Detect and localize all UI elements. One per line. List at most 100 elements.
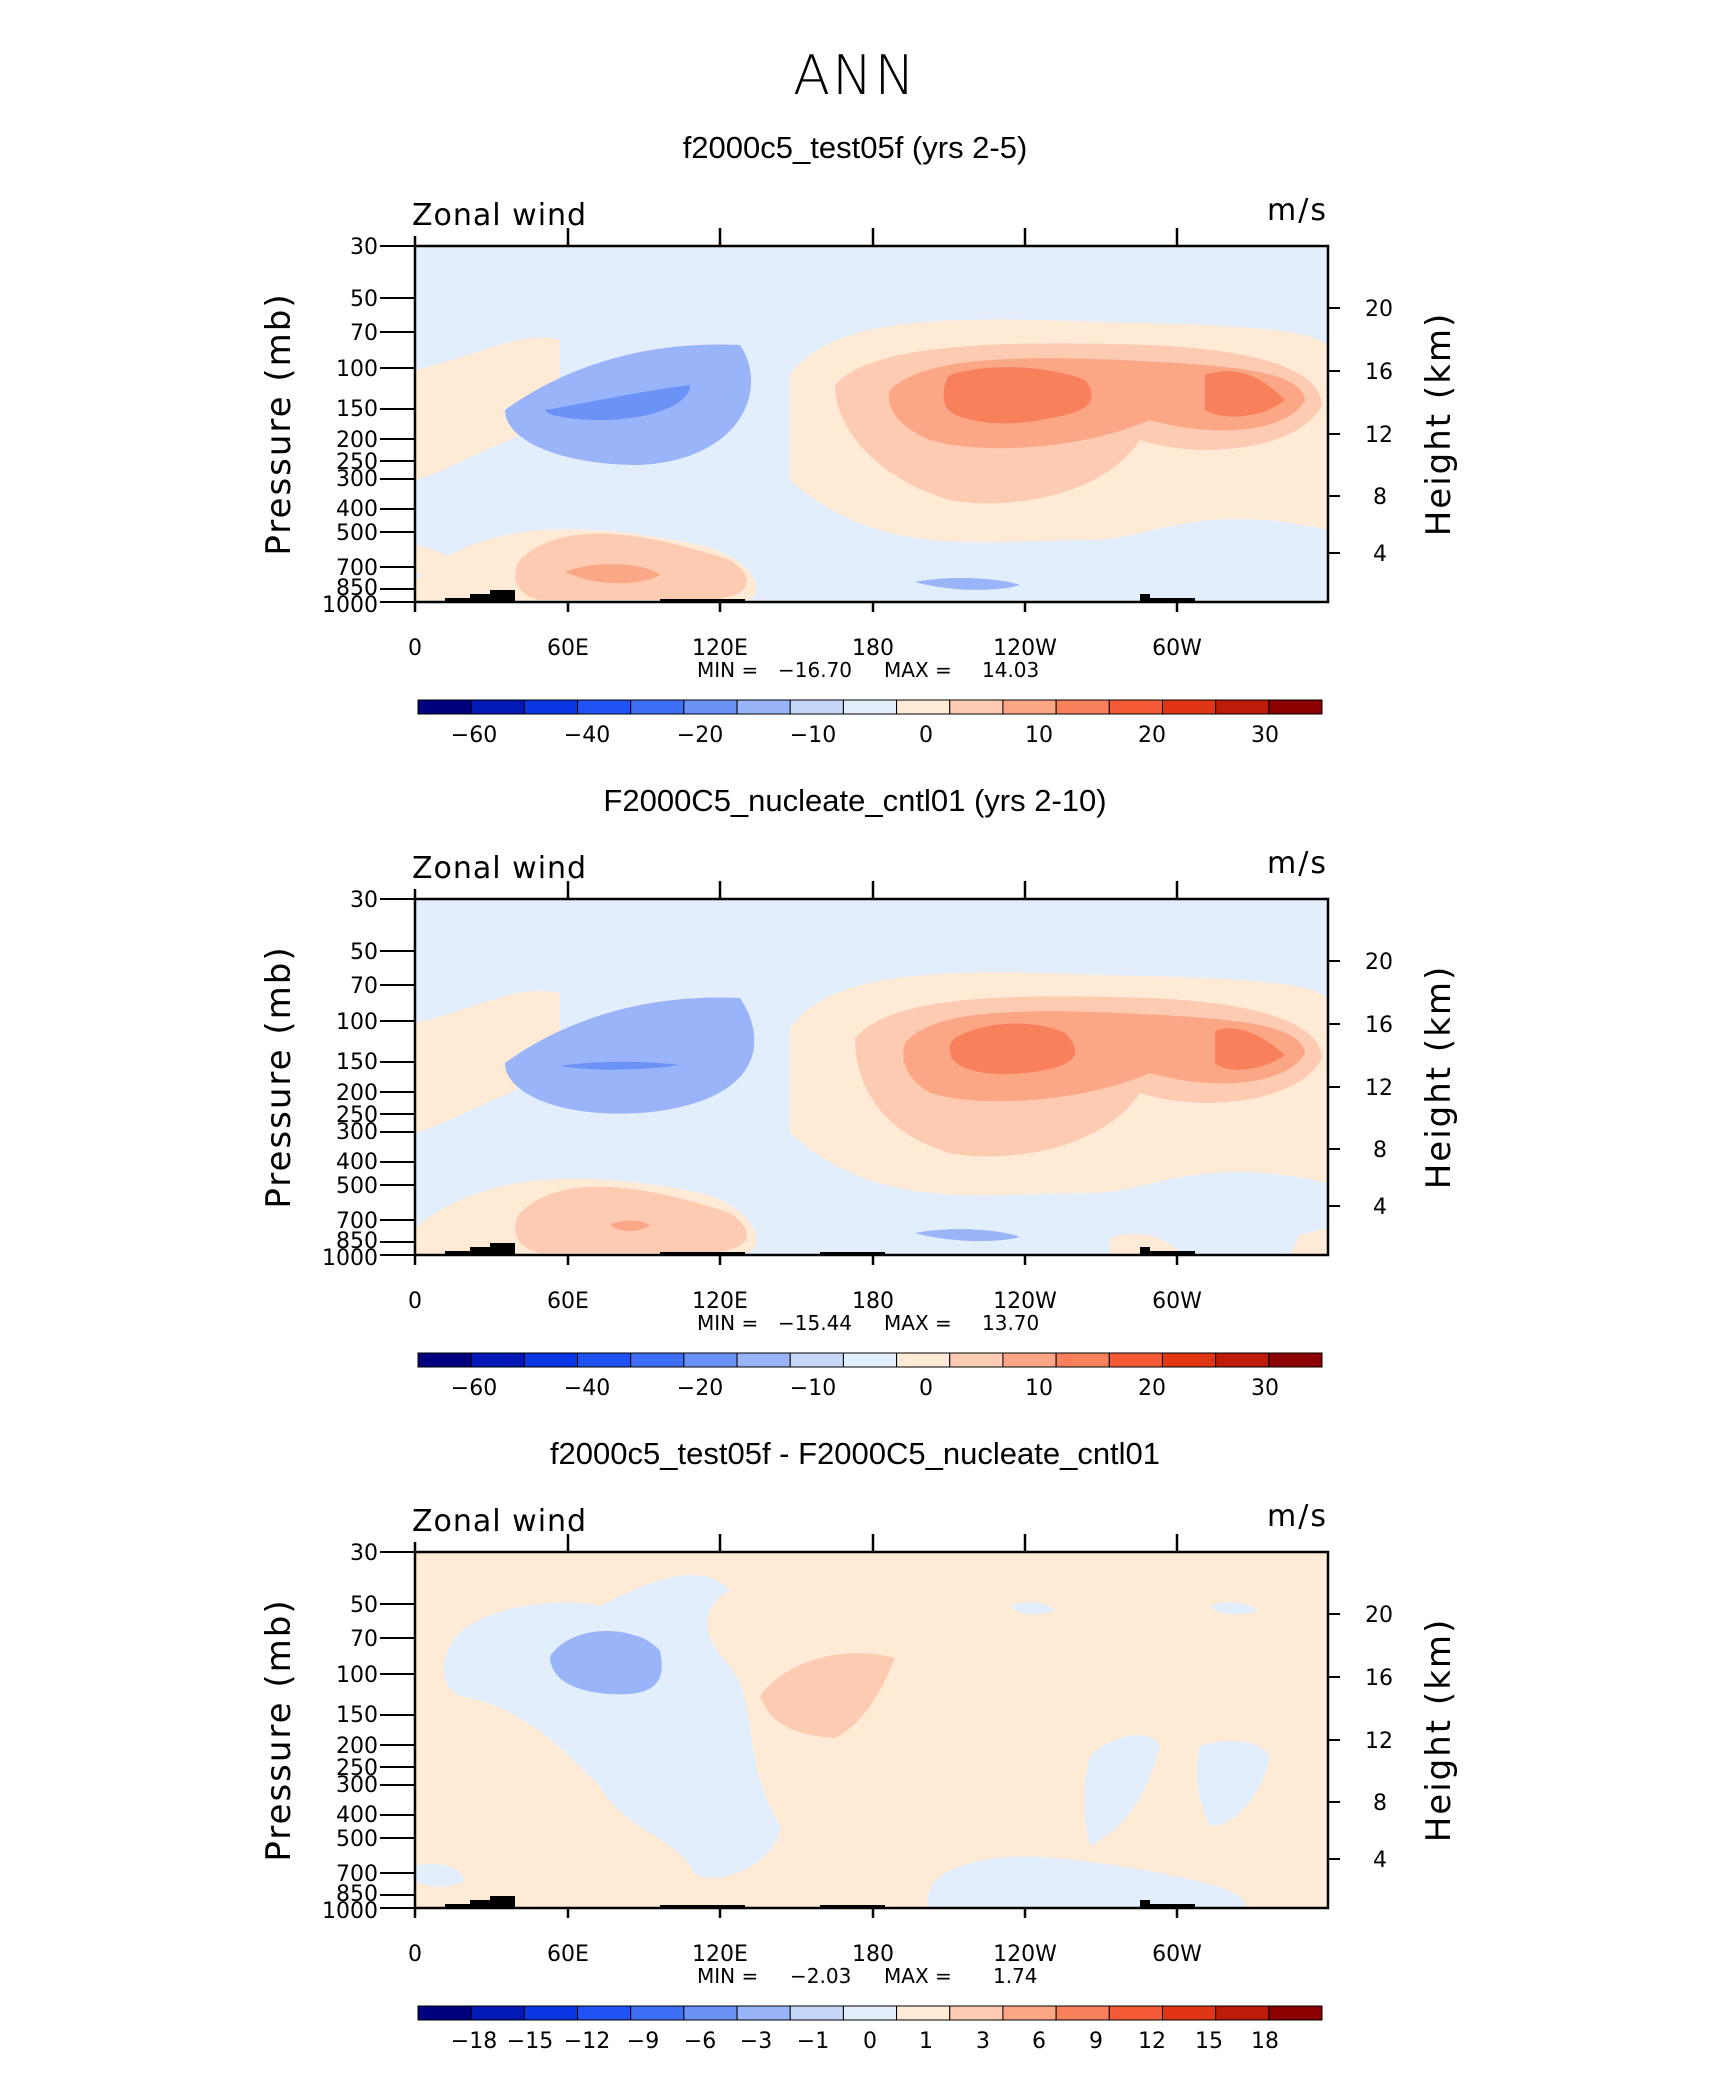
colorbar-segment <box>1108 1352 1163 1368</box>
colorbar-segment <box>470 1352 525 1368</box>
colorbar-label: 0 <box>919 723 933 748</box>
colorbar-segment <box>630 2005 685 2021</box>
colorbar-segment <box>1268 699 1323 715</box>
colorbar-segment <box>1161 1352 1217 1368</box>
colorbar-label: 3 <box>976 2029 990 2054</box>
y-tick-label: 400 <box>336 1803 378 1828</box>
y2-tick-label: 20 <box>1365 1603 1393 1628</box>
panel-title: f2000c5_test05f - F2000C5_nucleate_cntl0… <box>549 1436 1161 1471</box>
variable-label: Zonal wind <box>412 851 587 886</box>
contour-region <box>560 1061 680 1070</box>
x-tick-label: 60E <box>547 636 589 661</box>
max-label: MAX = <box>884 658 952 682</box>
contour-region <box>415 1864 465 1887</box>
contour-region <box>760 1653 895 1738</box>
colorbar-segment <box>1108 2005 1163 2021</box>
y-tick-label: 1000 <box>322 593 378 618</box>
contour-region <box>415 545 460 575</box>
colorbar-label: 10 <box>1025 723 1053 748</box>
y-tick-label: 850 <box>336 1229 378 1254</box>
y-tick-label: 150 <box>336 1050 378 1075</box>
y-tick-label: 50 <box>350 1593 378 1618</box>
y-tick-label: 30 <box>350 1541 378 1566</box>
colorbar <box>417 2005 1323 2021</box>
y-tick-label: 200 <box>336 1081 378 1106</box>
colorbar-label: −10 <box>790 1376 836 1401</box>
contour-plot <box>413 244 1330 604</box>
y-tick-label: 70 <box>350 974 378 999</box>
colorbar-segment <box>470 2005 525 2021</box>
colorbar-segment <box>683 699 738 715</box>
plot-frame <box>413 244 1330 604</box>
colorbar-label: −12 <box>564 2029 610 2054</box>
colorbar-segment <box>417 1352 472 1368</box>
colorbar-segment <box>1055 699 1110 715</box>
x-tick-label: 120W <box>993 1289 1057 1314</box>
colorbar-label: 0 <box>863 2029 877 2054</box>
x-tick-label: 0 <box>408 1289 422 1314</box>
colorbar-segment <box>789 2005 844 2021</box>
panel-1: f2000c5_test05f (yrs 2-5) Zonal wind m/s <box>0 130 1710 780</box>
y-tick-label: 250 <box>336 1756 378 1781</box>
x-tick-label: 60W <box>1152 1942 1202 1967</box>
colorbar-label: −20 <box>677 723 723 748</box>
colorbar-label: −3 <box>740 2029 772 2054</box>
colorbar-label: 10 <box>1025 1376 1053 1401</box>
colorbar-segment <box>1161 699 1217 715</box>
panel-3: f2000c5_test05f - F2000C5_nucleate_cntl0… <box>0 1436 1710 2086</box>
colorbar-label: −6 <box>684 2029 716 2054</box>
y-ticks <box>380 898 1340 1256</box>
y-tick-label: 400 <box>336 497 378 522</box>
y2-tick-label: 16 <box>1365 1013 1393 1038</box>
x-ticks <box>413 228 1179 612</box>
max-label: MAX = <box>884 1311 952 1335</box>
y-tick-label: 150 <box>336 1703 378 1728</box>
colorbar-segment <box>1268 2005 1323 2021</box>
contour-region <box>610 1220 650 1231</box>
contour-region <box>443 1574 780 1879</box>
y2-axis-label: Height (km) <box>1419 1618 1459 1843</box>
y2-tick-label: 16 <box>1365 360 1393 385</box>
x-tick-label: 0 <box>408 1942 422 1967</box>
y-tick-label: 50 <box>350 940 378 965</box>
colorbar-segment <box>949 2005 1004 2021</box>
max-value: 1.74 <box>993 1964 1038 1988</box>
colorbar-segment <box>1215 699 1270 715</box>
colorbar-segment <box>523 1352 579 1368</box>
contour-region <box>915 1229 1020 1242</box>
colorbar-label: 30 <box>1251 723 1279 748</box>
contour-region <box>565 564 660 584</box>
contour-region <box>928 1856 1246 1908</box>
units-label: m/s <box>1267 193 1328 228</box>
colorbar <box>417 699 1323 715</box>
contour-region <box>1205 371 1285 417</box>
contour-region <box>415 337 560 480</box>
y2-tick-label: 8 <box>1373 1791 1387 1816</box>
y-tick-label: 700 <box>336 1862 378 1887</box>
contour-region <box>1010 1602 1055 1615</box>
contour-region <box>515 1186 747 1253</box>
contour-region <box>949 1023 1076 1075</box>
y-tick-label: 30 <box>350 235 378 260</box>
y-axis-label: Pressure (mb) <box>259 1598 299 1861</box>
x-tick-label: 120W <box>993 636 1057 661</box>
colorbar-segment <box>683 2005 738 2021</box>
x-tick-label: 120E <box>692 1289 748 1314</box>
contour-region <box>505 997 755 1114</box>
x-tick-label: 0 <box>408 636 422 661</box>
contour-region <box>550 1631 662 1695</box>
colorbar-segment <box>1215 2005 1270 2021</box>
colorbar-label: −20 <box>677 1376 723 1401</box>
y2-tick-label: 20 <box>1365 950 1393 975</box>
max-value: 13.70 <box>982 1311 1039 1335</box>
colorbar-segment <box>949 699 1004 715</box>
y-tick-label: 70 <box>350 1627 378 1652</box>
y-tick-label: 300 <box>336 1773 378 1798</box>
colorbar-segment <box>1108 699 1163 715</box>
plot-frame <box>413 897 1330 1257</box>
contour-plot <box>413 897 1330 1257</box>
colorbar-segment <box>736 699 791 715</box>
colorbar-segment <box>630 699 685 715</box>
y-tick-label: 100 <box>336 1663 378 1688</box>
x-tick-label: 180 <box>852 1289 894 1314</box>
